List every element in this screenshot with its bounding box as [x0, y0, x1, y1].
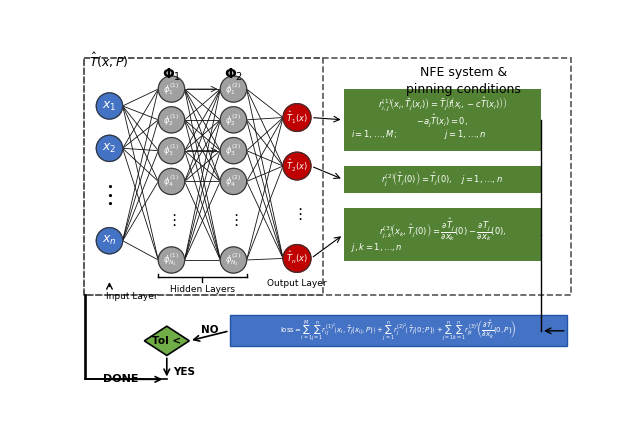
- Text: $-a_j\hat{T}(x_i)=0,$: $-a_j\hat{T}(x_i)=0,$: [417, 112, 468, 129]
- Text: $r_j^{(2)}\!\left(\hat{T}_j(0)\right)=\hat{T}_j(0),\quad j=1,\ldots,n$: $r_j^{(2)}\!\left(\hat{T}_j(0)\right)=\h…: [381, 171, 503, 188]
- Polygon shape: [145, 326, 189, 355]
- Text: $\phi_2^{(1)}$: $\phi_2^{(1)}$: [163, 112, 179, 128]
- Text: $\hat{T}_1(x)$: $\hat{T}_1(x)$: [286, 109, 308, 125]
- Text: $\mathbf{\Phi}_1$: $\mathbf{\Phi}_1$: [162, 67, 181, 83]
- Text: $\phi_{N_1}^{(1)}$: $\phi_{N_1}^{(1)}$: [163, 252, 179, 268]
- Text: Hidden Layers: Hidden Layers: [170, 285, 235, 294]
- Text: $x_1$: $x_1$: [102, 99, 116, 112]
- Text: Input Layer: Input Layer: [106, 293, 158, 301]
- Circle shape: [158, 168, 184, 194]
- Text: $\mathbf{\Phi}_2$: $\mathbf{\Phi}_2$: [224, 67, 243, 83]
- Text: NFE system &
pinning conditions: NFE system & pinning conditions: [406, 66, 521, 96]
- Circle shape: [283, 245, 311, 272]
- Text: $\vdots$: $\vdots$: [166, 212, 177, 228]
- Circle shape: [220, 76, 246, 102]
- Text: $j,k=1,\ldots,n$: $j,k=1,\ldots,n$: [351, 241, 403, 254]
- Text: $\phi_4^{(1)}$: $\phi_4^{(1)}$: [163, 174, 179, 189]
- Circle shape: [220, 168, 246, 194]
- Text: $j=1,\ldots,n$: $j=1,\ldots,n$: [444, 128, 487, 141]
- Text: NO: NO: [201, 325, 218, 335]
- Circle shape: [158, 76, 184, 102]
- Text: $\phi_1^{(2)}$: $\phi_1^{(2)}$: [225, 81, 241, 97]
- Text: Output Layer: Output Layer: [267, 279, 327, 288]
- Text: $\phi_2^{(2)}$: $\phi_2^{(2)}$: [225, 112, 241, 128]
- Circle shape: [283, 152, 311, 180]
- FancyBboxPatch shape: [344, 208, 541, 261]
- Text: Tol <: Tol <: [152, 336, 181, 346]
- Text: $\hat{T}_2(x)$: $\hat{T}_2(x)$: [286, 158, 308, 174]
- Circle shape: [220, 138, 246, 164]
- Text: $\phi_3^{(2)}$: $\phi_3^{(2)}$: [225, 143, 241, 158]
- Text: $r_{j,k}^{(3)}\!\left(x_k,\hat{T}_j(0)\right)=\dfrac{\partial\hat{T}_j}{\partial: $r_{j,k}^{(3)}\!\left(x_k,\hat{T}_j(0)\r…: [379, 216, 506, 243]
- Text: YES: YES: [173, 367, 195, 377]
- Circle shape: [158, 247, 184, 273]
- Circle shape: [158, 107, 184, 133]
- Text: $r_{i,j}^{(1)}\!\left(x_i,\bar{T}_j(x_i)\right)=\bar{T}_j\!\left(f\!\left(x_i,-c: $r_{i,j}^{(1)}\!\left(x_i,\bar{T}_j(x_i)…: [378, 95, 507, 113]
- Circle shape: [283, 104, 311, 132]
- Text: $\vdots$: $\vdots$: [228, 212, 239, 228]
- FancyBboxPatch shape: [344, 89, 541, 151]
- Text: $\bullet$
$\bullet$
$\bullet$: $\bullet$ $\bullet$ $\bullet$: [106, 181, 113, 208]
- Text: $\phi_3^{(1)}$: $\phi_3^{(1)}$: [163, 143, 179, 158]
- Text: $\mathrm{loss}=\!\sum_{i=1}^{M}\sum_{j=1}^{n}r_{ij}^{(1)^2}\!\left(x_i,\hat{T}_j: $\mathrm{loss}=\!\sum_{i=1}^{M}\sum_{j=1…: [280, 319, 516, 343]
- Circle shape: [96, 228, 123, 254]
- FancyBboxPatch shape: [344, 166, 541, 193]
- Text: $\hat{T}_n(x)$: $\hat{T}_n(x)$: [286, 250, 308, 266]
- Text: $\phi_{N_2}^{(2)}$: $\phi_{N_2}^{(2)}$: [225, 252, 241, 268]
- Text: $\vdots$: $\vdots$: [292, 206, 302, 222]
- Text: $x_n$: $x_n$: [102, 234, 116, 247]
- Circle shape: [158, 138, 184, 164]
- Text: DONE: DONE: [102, 375, 138, 385]
- Text: $x_2$: $x_2$: [102, 142, 116, 155]
- Text: $\hat{T}(x, P)$: $\hat{T}(x, P)$: [90, 51, 129, 70]
- Text: $i=1,\ldots,M;$: $i=1,\ldots,M;$: [351, 128, 397, 140]
- FancyBboxPatch shape: [230, 316, 566, 346]
- Circle shape: [96, 135, 123, 161]
- Text: $\phi_4^{(2)}$: $\phi_4^{(2)}$: [225, 174, 241, 189]
- Circle shape: [96, 93, 123, 119]
- Circle shape: [220, 247, 246, 273]
- Text: $\phi_1^{(1)}$: $\phi_1^{(1)}$: [163, 81, 179, 97]
- Circle shape: [220, 107, 246, 133]
